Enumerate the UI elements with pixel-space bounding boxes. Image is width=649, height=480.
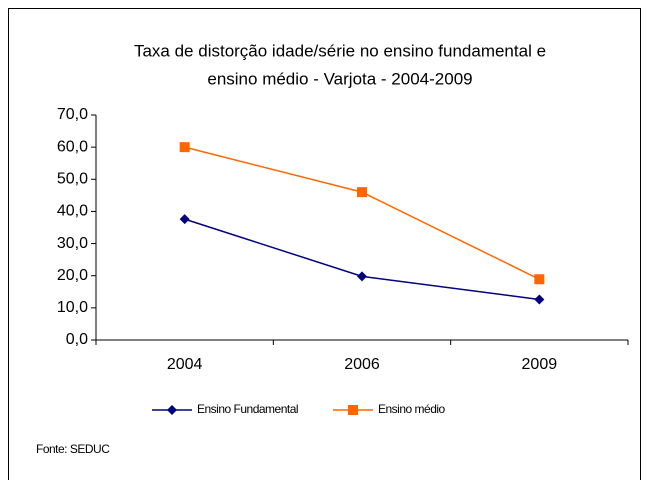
source-note: Fonte: SEDUC <box>36 442 110 456</box>
data-point <box>534 274 545 285</box>
y-tick-label: 70,0 <box>57 106 88 123</box>
y-tick-label: 10,0 <box>57 299 88 316</box>
y-tick-label: 0,0 <box>66 331 88 348</box>
data-point <box>179 142 190 153</box>
y-tick-label: 30,0 <box>57 235 88 252</box>
x-tick-label: 2004 <box>167 356 203 373</box>
y-tick-label: 50,0 <box>57 171 88 188</box>
chart-border <box>8 8 641 480</box>
y-tick-label: 60,0 <box>57 138 88 155</box>
legend-label: Ensino médio <box>378 402 446 416</box>
legend-marker <box>348 405 358 415</box>
data-point <box>357 187 367 198</box>
x-tick-label: 2009 <box>522 356 558 373</box>
chart-title: ensino médio - Varjota - 2004-2009 <box>207 69 472 88</box>
data-point <box>179 214 190 225</box>
chart-title: Taxa de distorção idade/série no ensino … <box>134 41 546 60</box>
legend-marker <box>167 405 177 415</box>
x-tick-label: 2006 <box>344 356 380 373</box>
data-point <box>357 271 367 282</box>
data-point <box>534 294 545 305</box>
legend-label: Ensino Fundamental <box>197 402 298 416</box>
y-tick-label: 40,0 <box>57 203 88 220</box>
y-tick-label: 20,0 <box>57 267 88 284</box>
